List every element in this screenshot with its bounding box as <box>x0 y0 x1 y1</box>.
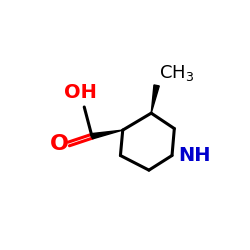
Text: CH$_3$: CH$_3$ <box>159 63 194 83</box>
Text: NH: NH <box>178 146 211 165</box>
Text: O: O <box>50 134 69 154</box>
Polygon shape <box>92 130 123 139</box>
Text: OH: OH <box>64 84 97 102</box>
Polygon shape <box>151 85 159 113</box>
